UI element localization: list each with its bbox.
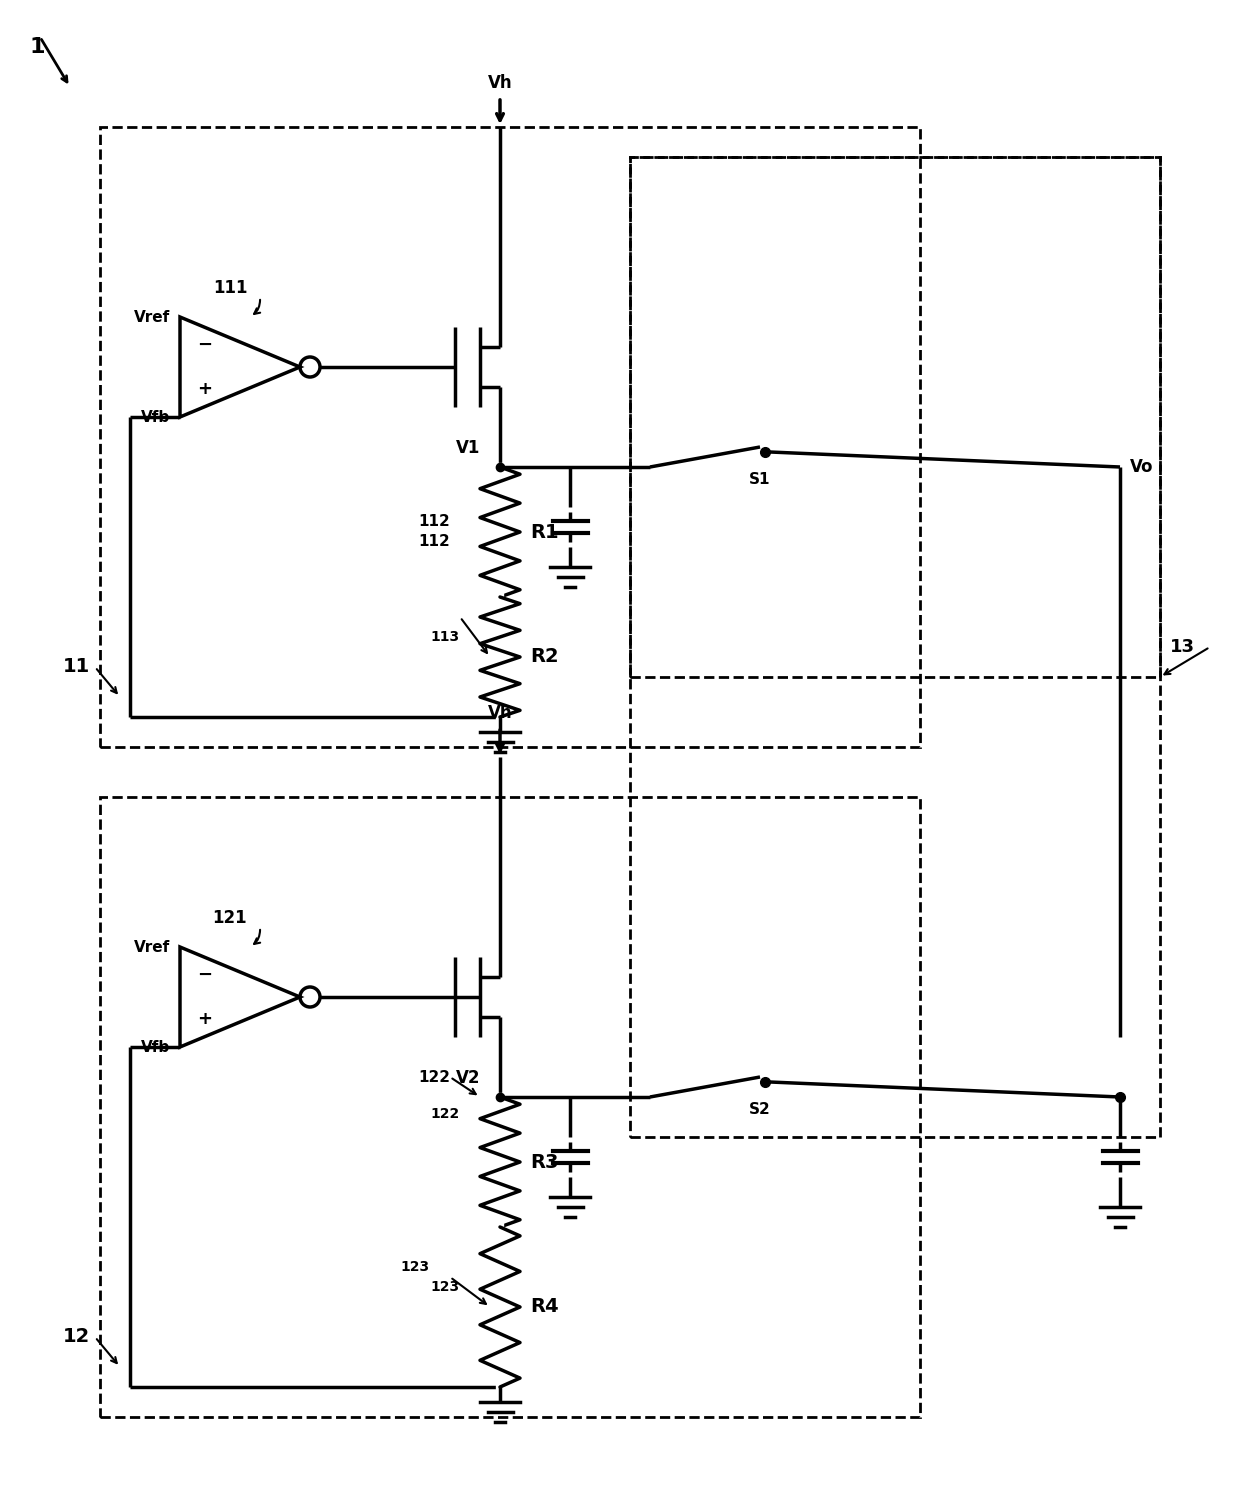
Text: Vh: Vh [487,704,512,722]
Text: 122: 122 [430,1106,460,1121]
Text: 12: 12 [63,1328,91,1346]
Text: 1: 1 [30,37,46,57]
Text: R4: R4 [529,1298,559,1316]
Text: S1: S1 [749,472,771,487]
Text: 123: 123 [401,1260,430,1274]
Text: Vfb: Vfb [141,1039,170,1054]
Text: R1: R1 [529,522,559,542]
Text: R3: R3 [529,1153,558,1172]
Text: Vfb: Vfb [141,410,170,425]
Text: V1: V1 [455,439,480,457]
Text: 112: 112 [418,534,450,549]
Text: Vref: Vref [134,940,170,955]
Text: −: − [197,966,212,984]
Text: S2: S2 [749,1102,771,1117]
Text: 111: 111 [213,278,247,296]
Text: 121: 121 [213,909,247,927]
Text: Vh: Vh [487,73,512,91]
Text: +: + [197,380,212,398]
Text: 11: 11 [63,657,91,677]
Text: Vo: Vo [1130,458,1153,476]
Text: 122: 122 [418,1069,450,1084]
Text: 112: 112 [418,515,450,530]
Text: 13: 13 [1171,638,1195,656]
Text: 113: 113 [430,630,460,644]
Text: V2: V2 [455,1069,480,1087]
Text: R2: R2 [529,648,559,666]
Text: −: − [197,335,212,353]
Text: Vref: Vref [134,310,170,325]
Text: 123: 123 [430,1280,460,1293]
Text: +: + [197,1010,212,1028]
